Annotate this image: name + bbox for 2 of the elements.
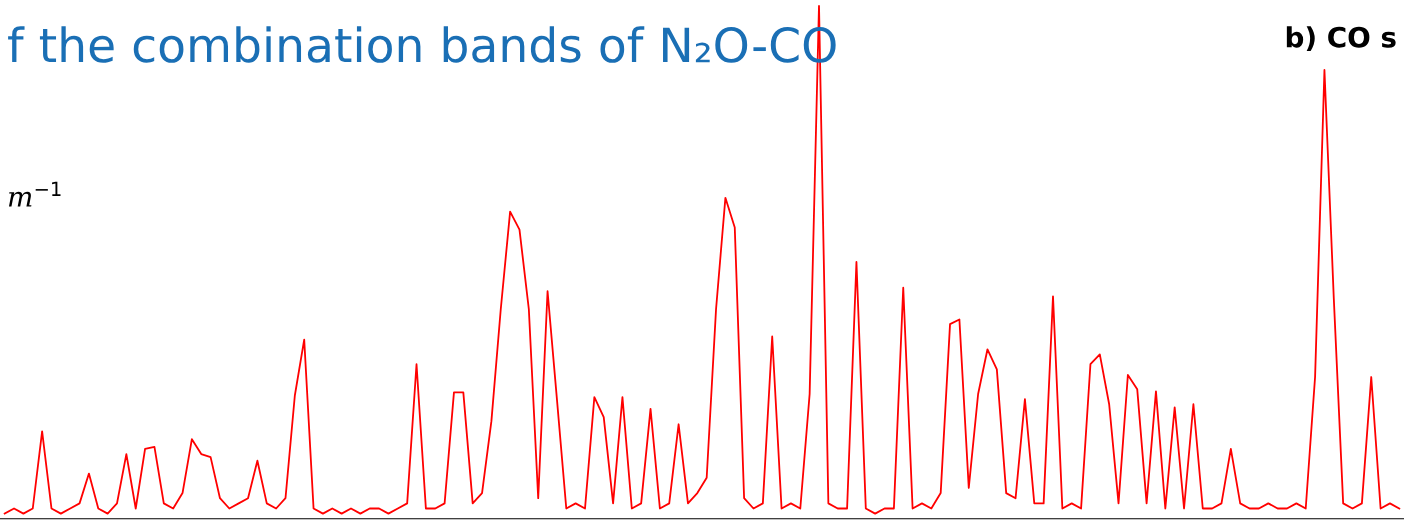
annotation: b) CO s	[1286, 26, 1396, 51]
annotation: m$^{−1}$	[8, 181, 61, 207]
